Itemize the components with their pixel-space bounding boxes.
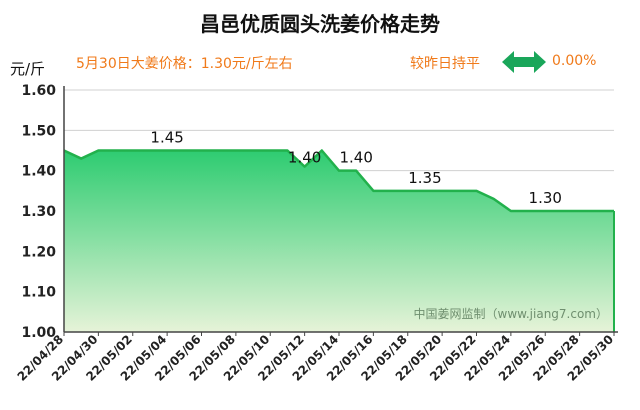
y-tick-label: 1.20: [21, 244, 56, 260]
y-tick-label: 1.50: [21, 123, 56, 139]
y-tick-label: 1.30: [21, 204, 56, 220]
price-area: [64, 150, 614, 332]
data-label: 1.30: [529, 189, 562, 207]
data-label: 1.35: [408, 169, 441, 187]
y-tick-label: 1.60: [21, 83, 56, 99]
chart-title: 昌邑优质圆头洗姜价格走势: [200, 12, 440, 36]
y-tick-label: 1.10: [21, 285, 56, 301]
trend-label: 较昨日持平: [410, 56, 480, 72]
y-tick-label: 1.00: [21, 325, 56, 341]
change-percent: 0.00%: [552, 53, 597, 69]
data-label: 1.45: [150, 129, 183, 147]
price-note: 5月30日大姜价格：1.30元/斤左右: [76, 56, 293, 72]
watermark: 中国姜网监制（www.jiang7.com）: [414, 306, 608, 321]
data-label: 1.40: [288, 149, 321, 167]
y-axis-unit: 元/斤: [10, 60, 46, 78]
data-label: 1.40: [339, 149, 372, 167]
double-arrow-icon: [502, 51, 546, 73]
price-line: [63, 149, 614, 213]
y-tick-label: 1.40: [21, 164, 56, 180]
